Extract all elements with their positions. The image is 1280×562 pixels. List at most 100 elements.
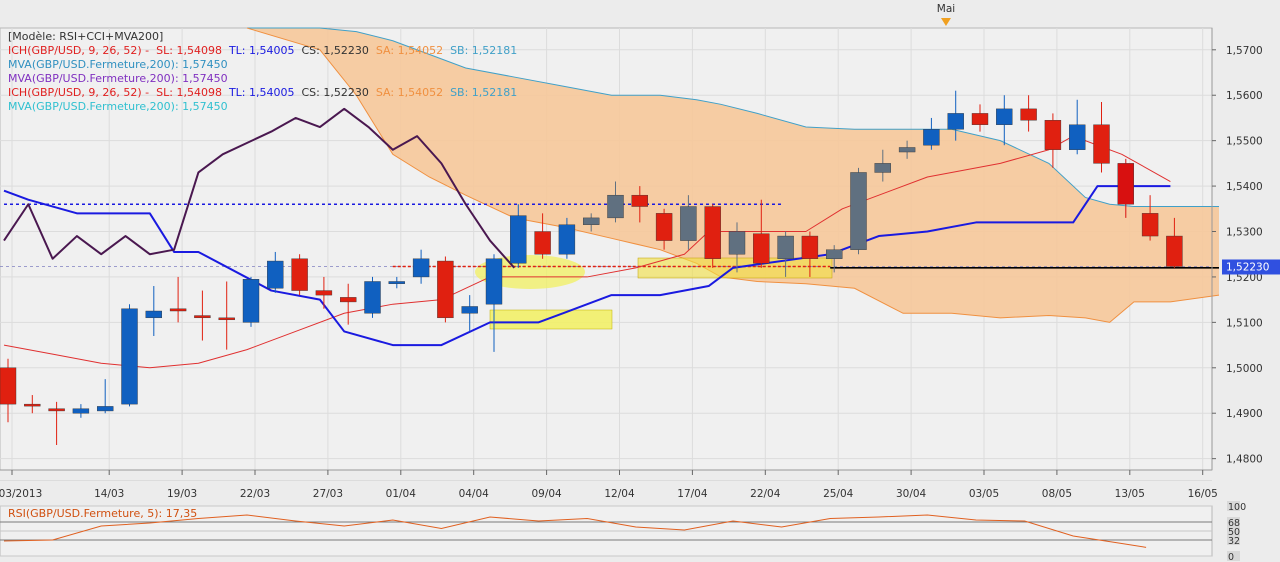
candle [364,276,381,318]
candle-body [1020,108,1037,121]
senkou-b-line [246,27,1220,323]
candle [291,254,308,296]
candle-body [923,129,940,146]
candle [24,395,41,414]
candle-body [753,233,770,264]
candle [583,213,600,232]
candlesticks [0,90,1183,446]
candle [96,379,114,414]
legend-sb: SB: 1,52181 [450,44,518,57]
candle-body [1093,124,1110,164]
candle-body [24,403,41,407]
candle-body [1044,120,1062,150]
candle [777,231,794,277]
rsi-level-label: 32 [1228,536,1240,547]
candle [753,199,770,268]
candle-body [850,172,867,250]
rsi-level-box [1227,501,1240,511]
candle [72,404,90,418]
candle [0,358,17,423]
rsi-line [3,514,1147,548]
legend-sl: SL: 1,54098 [156,86,222,99]
candle-body [874,163,891,173]
month-label: Mai [937,3,955,15]
candle [898,140,916,159]
y-tick-label: 1,5200 [1226,272,1263,284]
month-marker-icon [940,18,951,26]
legend-mva-1: MVA(GBP/USD.Fermeture,200): 1,57450 [8,58,228,71]
legend-tl: TL: 1,54005 [228,86,295,99]
highlight-ellipse [475,255,585,289]
candle-body [801,235,819,259]
candle [558,217,576,259]
legend-model: [Modèle: RSI+CCI+MVA200] [8,30,164,43]
candle [437,256,454,323]
candle [850,167,867,255]
x-tick-label: 13/05 [1115,488,1145,500]
candle [485,254,503,352]
candle [48,401,65,446]
candle [704,204,721,268]
rsi-level-label: 50 [1228,527,1240,538]
x-tick-label: 01/04 [386,488,417,500]
candle-body [461,306,478,314]
x-tick-label: 27/03 [313,488,343,500]
candle-body [777,235,794,259]
candle [1117,158,1135,218]
candle-body [826,249,843,259]
indicator-lines [0,107,1219,369]
x-tick-label: 04/04 [459,488,490,500]
x-tick-label: 22/04 [750,488,781,500]
candle [1068,99,1086,155]
x-tick-label: 19/03 [167,488,197,500]
candle-body [121,308,138,405]
legend: [Modèle: RSI+CCI+MVA200] ICH(GBP/USD, 9,… [8,30,517,114]
rsi-legend: RSI(GBP/USD.Fermeture, 5): 17,35 [8,507,198,520]
x-tick-label: 03/05 [969,488,999,500]
candle [655,208,673,250]
candle-body [340,297,357,303]
rsi-level-box [1227,526,1240,536]
y-tick-label: 1,5700 [1226,45,1263,57]
legend-sl: SL: 1,54098 [156,44,222,57]
candle [801,231,819,277]
candle [340,283,357,325]
candle [1020,95,1037,132]
x-tick-label: 17/04 [677,488,708,500]
candle-body [655,213,673,241]
y-tick-label: 1,5100 [1226,317,1263,329]
candle [145,286,163,336]
x-tick-label: 09/04 [531,488,562,500]
x-tick-label: 22/03 [240,488,270,500]
candle-body [898,147,916,153]
x-tick-label: 25/04 [823,488,854,500]
candle-body [680,206,697,241]
x-tick-label: 12/04 [604,488,635,500]
candle [267,251,284,293]
x-tick-label: 14/03 [94,488,124,500]
rsi-level-label: 100 [1228,502,1246,513]
candle-body [607,194,624,219]
rsi-level-box [1227,551,1240,561]
axes: 1,5700 1,5600 1,5500 1,5400 1,5300 1,5200 1,51… [0,3,1280,500]
candle [1166,217,1183,268]
rsi-level-box [1227,517,1240,527]
rsi-level-label: 68 [1228,518,1240,529]
legend-cs: CS: 1,52230 [301,86,369,99]
y-tick-label: 1,5000 [1226,363,1263,375]
legend-tl: TL: 1,54005 [228,44,295,57]
candle-body [0,367,17,405]
candle [971,104,989,132]
candle-body [631,194,648,207]
rsi-level-label: 0 [1228,552,1234,562]
candle-body [1141,213,1159,237]
legend-ichimoku-1: ICH(GBP/USD, 9, 26, 52) - SL: 1,54098 TL… [8,44,518,57]
candle [242,276,260,327]
candle [315,276,333,309]
candle-body [267,260,284,289]
y-tick-label: 1,4800 [1226,454,1263,466]
cloud-area [247,28,1219,323]
legend-sa: SA: 1,54052 [375,86,444,99]
candle [996,95,1013,146]
